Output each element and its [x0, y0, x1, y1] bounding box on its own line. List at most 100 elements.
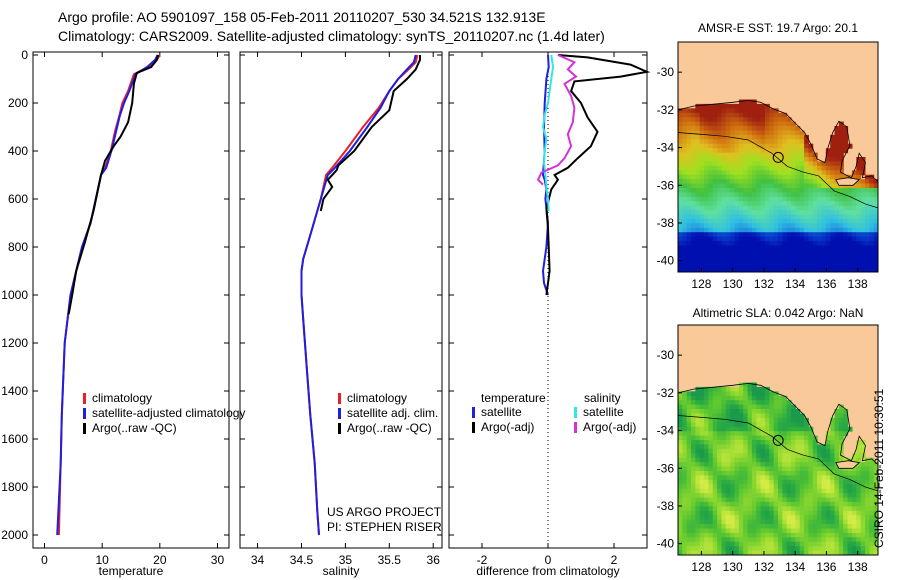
ocean-cell: [738, 453, 744, 459]
ocean-cell: [751, 457, 757, 463]
ocean-cell: [743, 179, 749, 185]
ocean-cell: [865, 196, 870, 202]
ocean-cell: [765, 426, 770, 432]
ocean-cell: [738, 471, 744, 476]
ocean-cell: [778, 188, 783, 193]
ocean-cell: [756, 188, 762, 193]
ocean-cell: [734, 515, 740, 521]
ocean-cell: [743, 218, 749, 224]
ocean-cell: [778, 510, 783, 516]
ocean-cell: [856, 506, 862, 512]
ocean-cell: [717, 174, 722, 180]
ocean-cell: [843, 218, 849, 224]
ocean-cell: [734, 108, 740, 114]
ocean-cell: [686, 157, 692, 162]
ocean-cell: [804, 214, 809, 220]
ocean-cell: [769, 165, 775, 171]
ocean-cell: [734, 174, 740, 180]
ocean-cell: [873, 541, 878, 547]
ocean-cell: [769, 391, 775, 397]
ocean-cell: [830, 201, 836, 207]
ocean-cell: [786, 422, 792, 428]
ocean-cell: [825, 448, 831, 454]
ocean-cell: [786, 413, 792, 419]
ocean-cell: [712, 152, 718, 158]
ocean-cell: [812, 444, 818, 450]
ocean-cell: [708, 435, 714, 441]
ocean-cell: [734, 139, 740, 145]
ocean-cell: [691, 232, 696, 238]
ocean-cell: [717, 108, 722, 114]
ocean-cell: [847, 214, 853, 220]
ocean-cell: [751, 524, 757, 529]
ocean-cell: [847, 501, 853, 507]
ocean-cell: [725, 479, 731, 485]
ocean-cell: [812, 550, 818, 555]
ocean-cell: [738, 165, 744, 171]
ocean-cell: [708, 386, 714, 392]
ocean-cell: [712, 440, 718, 445]
ocean-cell: [782, 550, 788, 555]
ocean-cell: [686, 537, 692, 543]
ocean-cell: [678, 205, 683, 211]
ocean-cell: [808, 444, 814, 450]
ocean-cell: [747, 249, 753, 255]
ocean-cell: [782, 457, 788, 463]
ocean-cell: [782, 210, 788, 216]
ocean-cell: [712, 227, 718, 233]
ocean-cell: [682, 519, 688, 525]
ocean-cell: [751, 506, 757, 512]
ocean-cell: [856, 174, 862, 180]
ocean-cell: [699, 510, 705, 516]
ocean-cell: [734, 254, 740, 260]
ocean-cell: [695, 510, 701, 516]
ocean-cell: [812, 453, 818, 459]
ocean-cell: [769, 245, 775, 251]
ocean-cell: [704, 453, 709, 459]
ocean-cell: [699, 501, 705, 507]
ocean-cell: [747, 448, 753, 454]
ocean-cell: [860, 223, 866, 229]
ocean-cell: [712, 471, 718, 476]
ocean-cell: [804, 157, 809, 162]
ocean-cell: [743, 99, 749, 105]
ocean-cell: [865, 506, 870, 512]
ocean-cell: [747, 126, 753, 131]
ocean-cell: [699, 391, 705, 397]
ocean-cell: [773, 440, 779, 445]
ocean-cell: [760, 532, 766, 538]
ocean-cell: [760, 417, 766, 423]
ocean-cell: [791, 183, 796, 189]
ocean-cell: [678, 188, 683, 193]
ocean-cell: [712, 426, 718, 432]
ocean-cell: [730, 192, 736, 198]
ocean-cell: [769, 130, 775, 136]
ocean-cell: [860, 506, 866, 512]
temperature-legend-swatch: [83, 393, 86, 404]
ocean-cell: [765, 218, 770, 224]
ocean-cell: [738, 241, 744, 246]
ocean-cell: [782, 519, 788, 525]
ocean-cell: [721, 400, 727, 406]
ocean-cell: [712, 515, 718, 521]
ocean-cell: [873, 528, 878, 534]
ocean-cell: [825, 466, 831, 472]
ocean-cell: [778, 404, 783, 410]
ocean-cell: [843, 524, 849, 529]
ocean-cell: [856, 205, 862, 211]
ocean-cell: [734, 422, 740, 428]
ocean-cell: [712, 488, 718, 494]
ocean-cell: [808, 488, 814, 494]
ocean-cell: [747, 205, 753, 211]
ocean-cell: [791, 426, 796, 432]
ocean-cell: [691, 537, 696, 543]
ocean-cell: [708, 532, 714, 538]
ocean-cell: [747, 546, 753, 552]
figure-title-line1: Argo profile: AO 5901097_158 05-Feb-2011…: [58, 9, 546, 25]
ocean-cell: [712, 218, 718, 224]
ocean-cell: [791, 484, 796, 490]
ocean-cell: [751, 267, 757, 272]
ocean-cell: [751, 152, 757, 158]
ocean-cell: [730, 440, 736, 445]
ocean-cell: [873, 488, 878, 494]
